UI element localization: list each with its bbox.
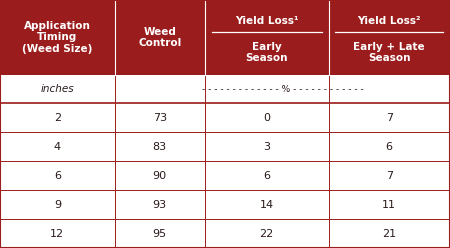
Text: 2: 2 (54, 113, 61, 123)
Text: Application
Timing
(Weed Size): Application Timing (Weed Size) (22, 21, 93, 54)
Bar (0, 0, 450, 75)
Bar (0, 190, 450, 219)
Text: Early
Season: Early Season (245, 42, 288, 63)
Text: 6: 6 (263, 171, 270, 181)
Text: 93: 93 (153, 199, 167, 210)
Text: 3: 3 (263, 142, 270, 152)
Text: 22: 22 (260, 228, 274, 239)
Bar (0, 132, 450, 161)
Text: 83: 83 (153, 142, 167, 152)
Bar (0, 103, 450, 132)
Text: Yield Loss²: Yield Loss² (357, 16, 421, 26)
Text: Weed
Control: Weed Control (138, 27, 181, 48)
Bar (0, 161, 450, 190)
Text: Early + Late
Season: Early + Late Season (353, 42, 425, 63)
Text: 0: 0 (263, 113, 270, 123)
Text: 9: 9 (54, 199, 61, 210)
Text: 6: 6 (54, 171, 61, 181)
Text: - - - - - - - - - - - - - % - - - - - - - - - - - -: - - - - - - - - - - - - - % - - - - - - … (202, 85, 363, 93)
Bar (0, 219, 450, 248)
Text: 73: 73 (153, 113, 167, 123)
Text: 21: 21 (382, 228, 396, 239)
Text: Yield Loss¹: Yield Loss¹ (235, 16, 298, 26)
Bar (0, 75, 450, 103)
Text: inches: inches (40, 84, 74, 94)
Text: 14: 14 (260, 199, 274, 210)
Text: 7: 7 (386, 113, 393, 123)
Text: 7: 7 (386, 171, 393, 181)
Text: 4: 4 (54, 142, 61, 152)
Text: 90: 90 (153, 171, 167, 181)
Text: 95: 95 (153, 228, 167, 239)
Text: 6: 6 (386, 142, 393, 152)
Text: 11: 11 (382, 199, 396, 210)
Text: 12: 12 (50, 228, 64, 239)
